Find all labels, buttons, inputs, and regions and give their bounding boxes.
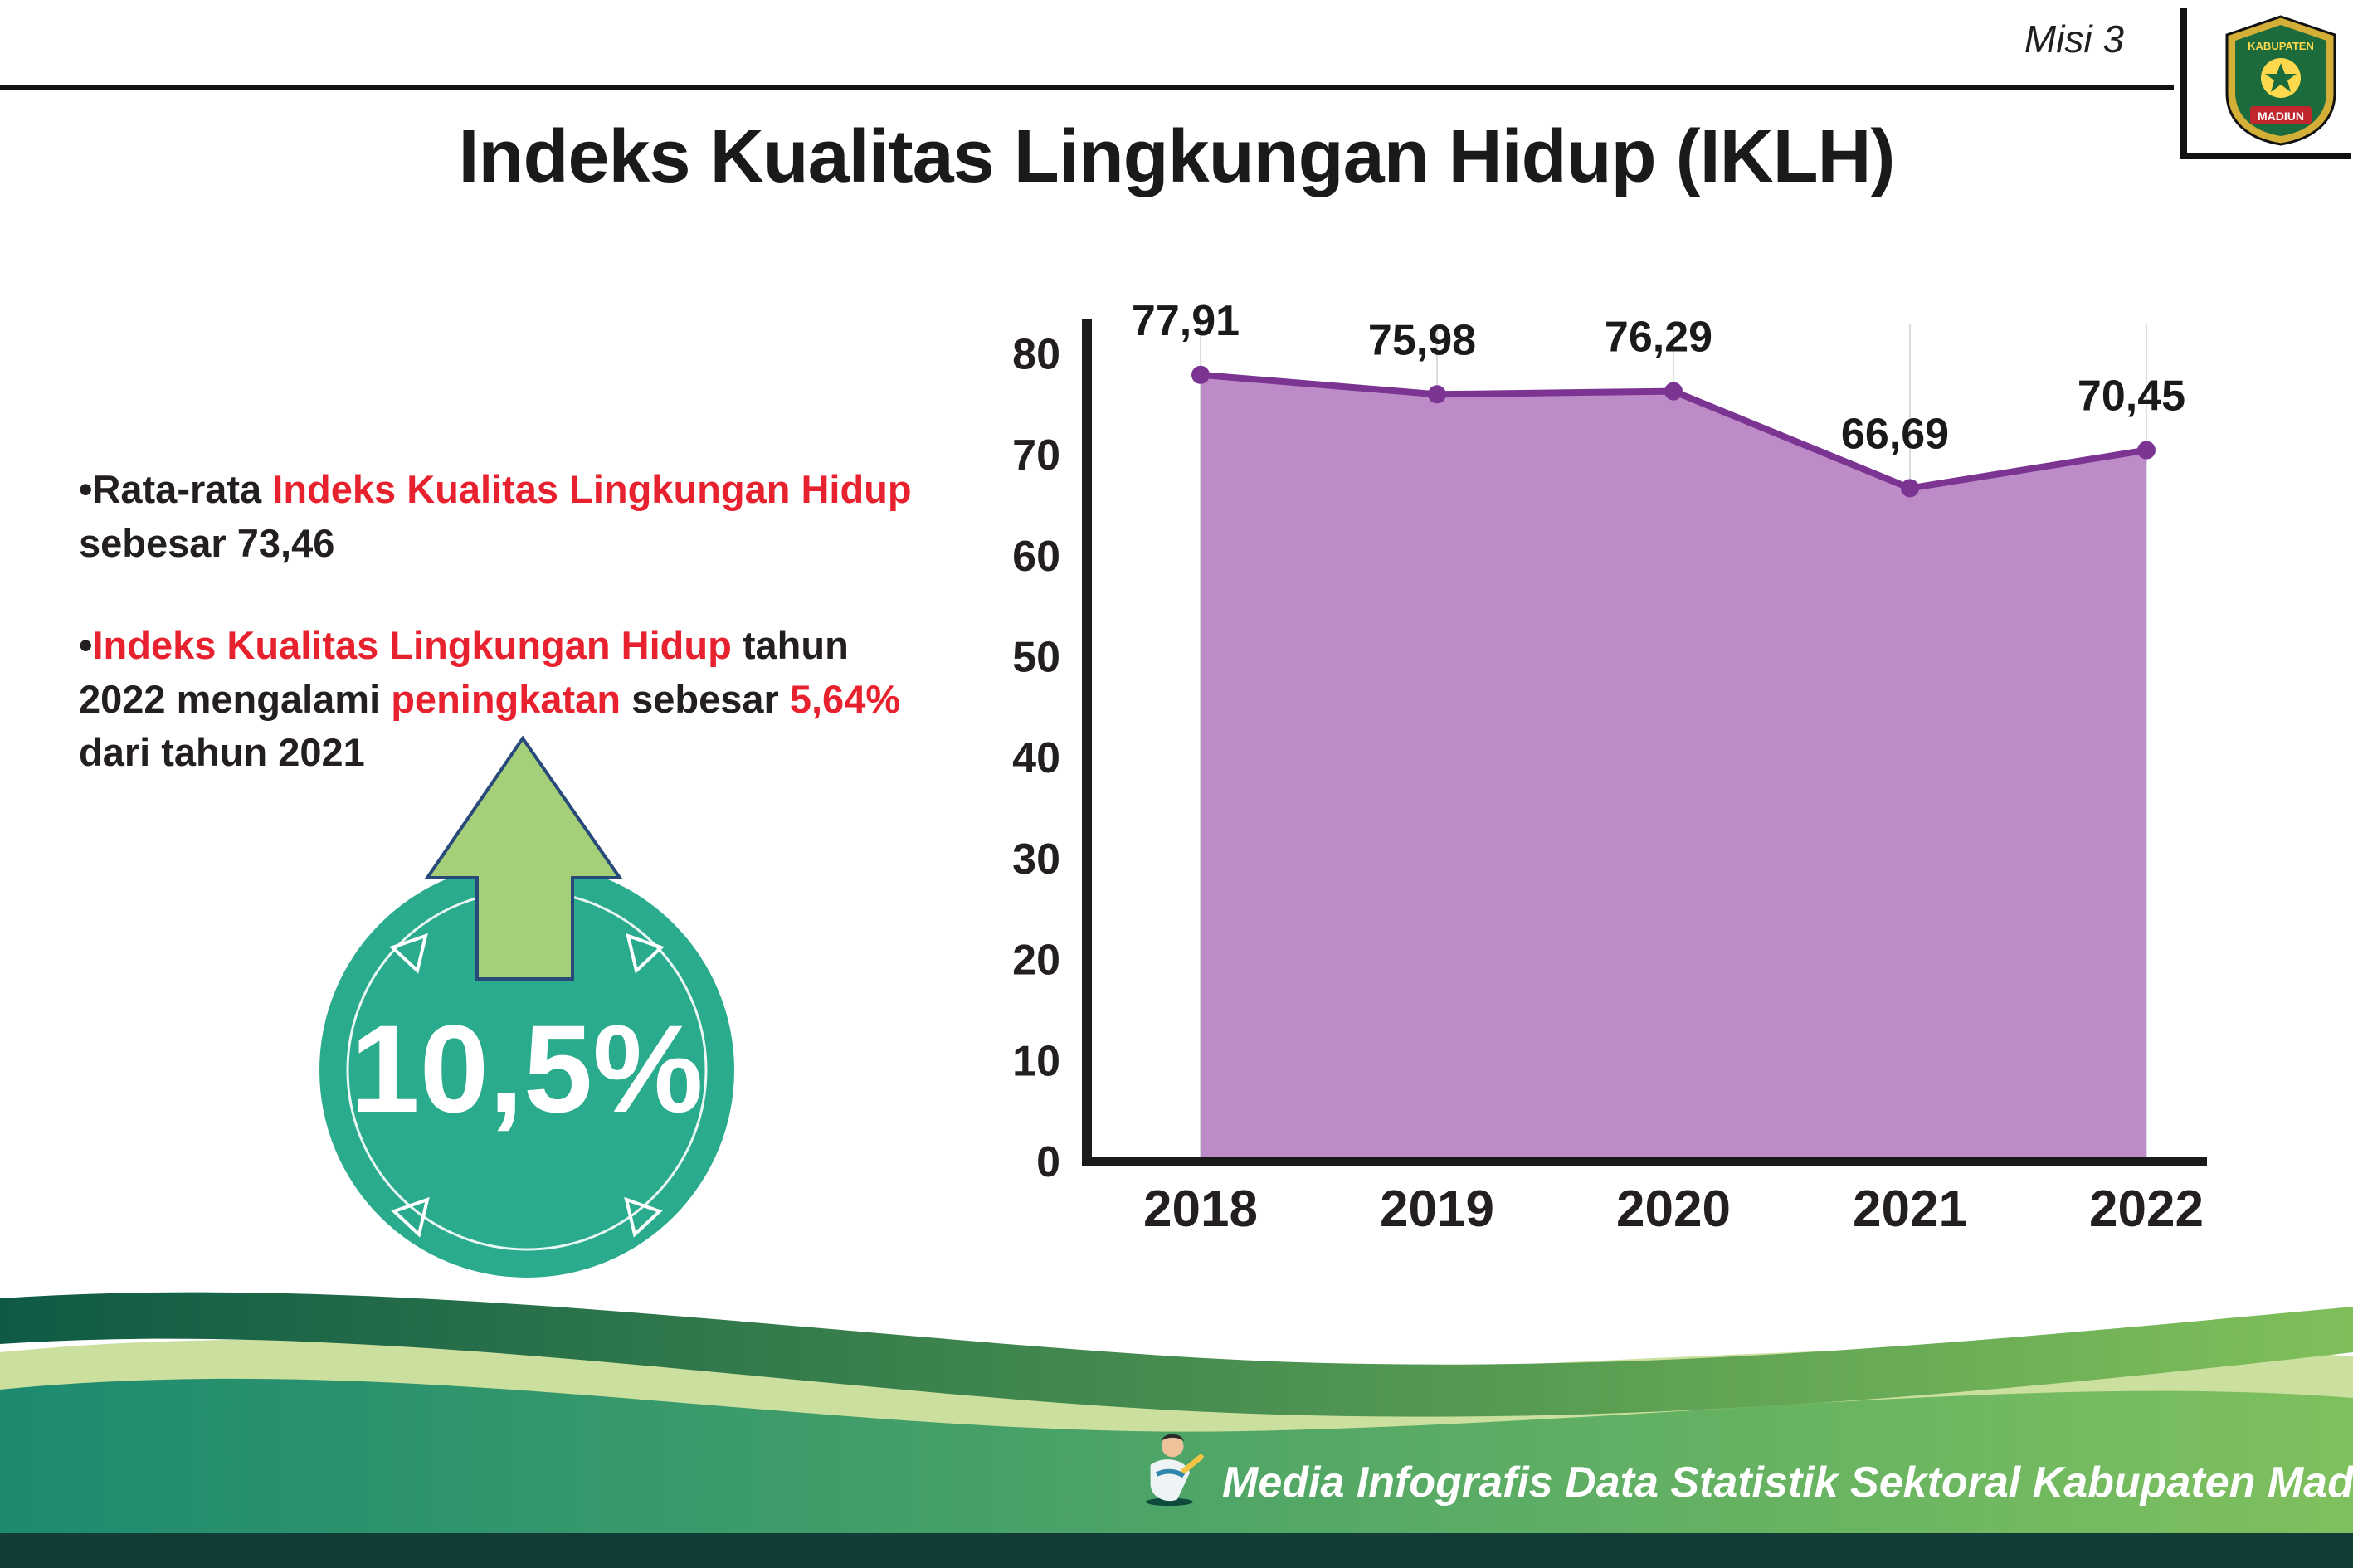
iklh-area-chart: 0 10 20 30 40 50 60 70 80 77,91 2018 75,98 2019 76,29… bbox=[954, 297, 2215, 1294]
top-divider bbox=[0, 85, 2174, 90]
svg-text:76,29: 76,29 bbox=[1605, 314, 1712, 362]
footer-caption: Media Infografis Data Statistik Sektoral… bbox=[1222, 1458, 2353, 1507]
logo-top-text: KABUPATEN bbox=[2248, 40, 2314, 52]
bullet-text-segment: Indeks Kualitas Lingkungan Hidup bbox=[272, 467, 912, 511]
footer-waves bbox=[0, 1292, 2353, 1568]
svg-text:2020: 2020 bbox=[1616, 1181, 1731, 1238]
svg-text:77,91: 77,91 bbox=[1132, 299, 1240, 345]
svg-text:30: 30 bbox=[1012, 835, 1060, 884]
svg-text:80: 80 bbox=[1012, 330, 1060, 378]
bullet-text-segment: dari tahun 2021 bbox=[79, 730, 365, 775]
summary-bullets: •Rata-rata Indeks Kualitas Lingkungan Hi… bbox=[79, 463, 925, 828]
increase-badge: 10,5% bbox=[295, 730, 759, 1294]
badge-circle bbox=[319, 863, 734, 1278]
mission-label: Misi 3 bbox=[2024, 17, 2124, 61]
bullet-increase-iklh: •Indeks Kualitas Lingkungan Hidup tahun … bbox=[79, 619, 925, 781]
svg-text:70: 70 bbox=[1012, 431, 1060, 480]
svg-text:50: 50 bbox=[1012, 634, 1060, 682]
svg-text:40: 40 bbox=[1012, 734, 1060, 782]
badge-triangle-decorations bbox=[389, 933, 665, 1238]
svg-text:75,98: 75,98 bbox=[1368, 316, 1476, 364]
svg-text:2018: 2018 bbox=[1143, 1181, 1258, 1238]
svg-text:70,45: 70,45 bbox=[2078, 373, 2185, 421]
logo-bottom-text: MADIUN bbox=[2258, 110, 2304, 123]
bullet-average-iklh: •Rata-rata Indeks Kualitas Lingkungan Hi… bbox=[79, 463, 925, 571]
bullet-text-segment: sebesar 73,46 bbox=[79, 520, 335, 565]
svg-text:66,69: 66,69 bbox=[1841, 410, 1949, 458]
svg-text:0: 0 bbox=[1036, 1138, 1060, 1186]
bullet-text-segment: Indeks Kualitas Lingkungan Hidup bbox=[92, 622, 732, 667]
bullet-text-segment: •Rata-rata bbox=[79, 467, 273, 511]
bullet-text-segment: 5,64% bbox=[789, 676, 901, 721]
page-title: Indeks Kualitas Lingkungan Hidup (IKLH) bbox=[458, 115, 1895, 198]
bullet-text-segment: • bbox=[79, 622, 93, 667]
svg-text:20: 20 bbox=[1012, 937, 1060, 985]
badge-percentage: 10,5% bbox=[350, 999, 703, 1138]
logo-frame: KABUPATEN MADIUN bbox=[2180, 8, 2351, 159]
bullet-text-segment: tahun 2022 mengalami bbox=[79, 622, 849, 721]
svg-text:2022: 2022 bbox=[2089, 1181, 2204, 1238]
svg-text:2019: 2019 bbox=[1380, 1181, 1494, 1238]
svg-text:2021: 2021 bbox=[1853, 1181, 1967, 1238]
bullet-text-segment: peningkatan bbox=[391, 676, 621, 721]
svg-text:60: 60 bbox=[1012, 533, 1060, 581]
up-arrow-icon bbox=[424, 735, 623, 981]
kabupaten-madiun-logo: KABUPATEN MADIUN bbox=[2225, 15, 2336, 146]
bullet-text-segment: sebesar bbox=[621, 676, 790, 721]
mascot-icon bbox=[1145, 1434, 1204, 1507]
footer: Media Infografis Data Statistik Sektoral… bbox=[1128, 1429, 2353, 1507]
svg-text:10: 10 bbox=[1012, 1037, 1060, 1085]
